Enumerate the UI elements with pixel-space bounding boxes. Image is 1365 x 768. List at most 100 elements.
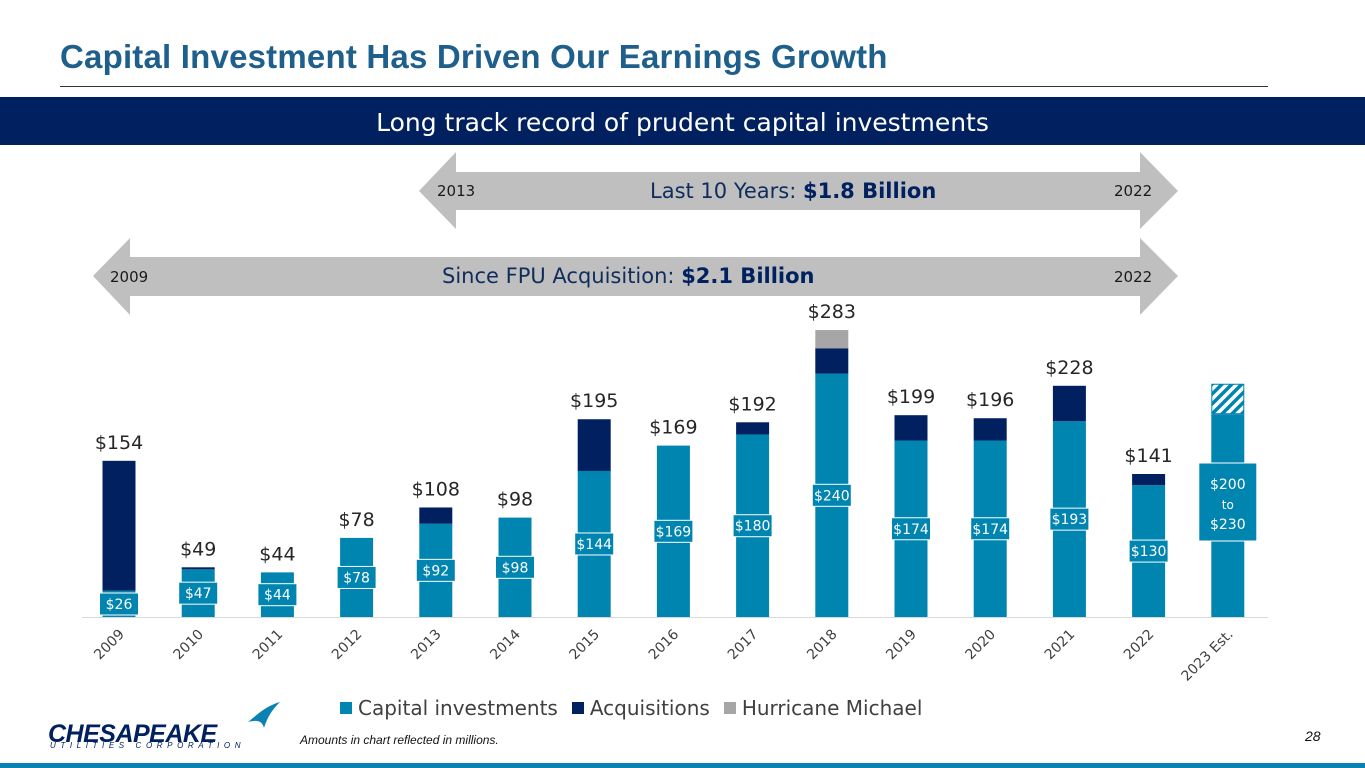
total-label-2011: $44 <box>259 543 295 565</box>
inner-label-2009: $26 <box>106 597 133 613</box>
legend-label-capital: Capital investments <box>358 696 558 720</box>
bar-acquisitions-2020 <box>973 418 1007 441</box>
footnote: Amounts in chart reflected in millions. <box>300 733 499 747</box>
banner-text: Long track record of prudent capital inv… <box>376 108 989 137</box>
total-label-2014: $98 <box>497 489 533 511</box>
inner-label-2015: $144 <box>576 537 612 553</box>
arrow-last-10-years <box>419 152 1178 229</box>
inner-label-2011: $44 <box>264 588 291 604</box>
x-tick-label-2009: 2009 <box>91 627 128 664</box>
x-tick-label-2019: 2019 <box>883 627 920 664</box>
total-label-2019: $199 <box>887 386 935 408</box>
logo-subtitle: UTILITIES CORPORATION <box>50 741 246 750</box>
company-logo: CHESAPEAKE UTILITIES CORPORATION <box>48 700 288 750</box>
estimate-label-line-1: to <box>1222 498 1234 512</box>
legend-swatch-capital <box>340 702 352 714</box>
legend-item-acquisitions: Acquisitions <box>571 696 710 720</box>
total-label-2015: $195 <box>570 390 618 412</box>
inner-label-2014: $98 <box>502 560 529 576</box>
estimate-label-line-2: $230 <box>1210 517 1246 533</box>
inner-label-box-2017 <box>732 514 773 538</box>
title-divider <box>60 86 1268 87</box>
bar-hurricane-michael-2018 <box>815 330 849 349</box>
bar-acquisitions-2013 <box>419 507 453 524</box>
legend-swatch-acquisitions <box>571 702 584 714</box>
total-label-2020: $196 <box>966 389 1014 411</box>
page-number: 28 <box>1305 728 1321 744</box>
inner-label-2012: $78 <box>343 570 370 586</box>
estimate-label-line-0: $200 <box>1210 477 1246 493</box>
inner-label-2021: $193 <box>1052 512 1088 528</box>
logo-wordmark: CHESAPEAKE <box>48 720 217 748</box>
bar-acquisitions-2018 <box>815 348 849 374</box>
total-label-2022: $141 <box>1124 445 1172 467</box>
inner-label-box-2016 <box>653 519 694 543</box>
legend-item-hurricane: Hurricane Michael <box>723 696 923 720</box>
arrow2-value: $2.1 Billion <box>681 264 815 288</box>
inner-label-box-2011 <box>257 583 298 607</box>
bar-acquisitions-2021 <box>1052 385 1086 422</box>
x-tick-label-2014: 2014 <box>487 626 524 663</box>
inner-label-box-2018 <box>811 483 852 507</box>
inner-label-box-2020 <box>970 517 1011 541</box>
arrow1-label-text: Last 10 Years: <box>650 179 803 203</box>
legend-item-capital: Capital investments <box>340 696 558 720</box>
arrow1-end-year: 2022 <box>1114 182 1153 200</box>
arrow1-value: $1.8 Billion <box>802 179 937 203</box>
inner-label-2022: $130 <box>1131 544 1167 560</box>
legend-label-hurricane: Hurricane Michael <box>741 696 923 720</box>
legend-label-acquisitions: Acquisitions <box>589 696 710 720</box>
inner-label-box-2010 <box>178 581 219 605</box>
total-label-2018: $283 <box>808 301 856 323</box>
x-tick-label-2012: 2012 <box>329 627 366 664</box>
x-tick-label-2023Est: 2023 Est. <box>1179 627 1237 685</box>
inner-label-box-2022 <box>1128 539 1169 563</box>
banner <box>0 97 1365 145</box>
total-label-2009: $154 <box>95 432 143 454</box>
chart-legend: Capital investments Acquisitions Hurrica… <box>340 696 922 720</box>
estimate-label-box <box>1198 462 1258 542</box>
inner-label-2018: $240 <box>814 488 850 504</box>
arrow1-start-year: 2013 <box>437 182 476 200</box>
bottom-accent-bar <box>0 763 1365 768</box>
inner-label-box-2014 <box>495 555 535 579</box>
bar-acquisitions-2010 <box>181 567 215 570</box>
bar-estimate-range-2023 <box>1211 383 1245 415</box>
x-tick-label-2016: 2016 <box>646 626 683 663</box>
x-tick-label-2010: 2010 <box>171 627 208 664</box>
arrow1-label: Last 10 Years: $1.8 Billion <box>650 179 936 203</box>
total-label-2010: $49 <box>180 538 216 560</box>
inner-label-box-2013 <box>415 558 456 582</box>
x-tick-label-2020: 2020 <box>963 627 1000 664</box>
inner-label-box-2021 <box>1049 507 1090 531</box>
total-label-2012: $78 <box>338 509 374 531</box>
x-tick-label-2013: 2013 <box>408 627 445 664</box>
x-tick-label-2017: 2017 <box>725 627 762 664</box>
page-title: Capital Investment Has Driven Our Earnin… <box>60 38 888 75</box>
x-tick-label-2011: 2011 <box>250 627 287 664</box>
x-tick-label-2015: 2015 <box>567 627 604 664</box>
legend-swatch-hurricane <box>723 702 736 714</box>
bar-acquisitions-2015 <box>577 419 611 471</box>
inner-label-2019: $174 <box>893 522 929 538</box>
total-label-2016: $169 <box>649 417 697 439</box>
x-tick-label-2022: 2022 <box>1121 627 1158 664</box>
total-label-2013: $108 <box>412 478 460 500</box>
inner-label-2013: $92 <box>422 563 449 579</box>
arrow2-label: Since FPU Acquisition: $2.1 Billion <box>442 264 815 288</box>
inner-label-box-2015 <box>574 532 615 556</box>
timeline-arrows <box>93 152 1178 315</box>
arrow2-end-year: 2022 <box>1114 268 1153 286</box>
inner-label-2017: $180 <box>735 519 771 535</box>
inner-label-box-2012 <box>336 565 377 589</box>
logo-bird-icon <box>248 702 280 728</box>
capital-investment-chart: $154 $26 2009 $49 $47 2010 $44 $44 2011 $78 $78 201… <box>82 301 1268 685</box>
arrow2-start-year: 2009 <box>110 268 149 286</box>
arrow2-label-text: Since FPU Acquisition: <box>442 264 682 288</box>
inner-label-2020: $174 <box>972 522 1008 538</box>
bar-acquisitions-2009 <box>102 460 136 591</box>
bar-acquisitions-2019 <box>894 415 928 441</box>
inner-label-box-2009 <box>99 592 139 616</box>
total-label-2017: $192 <box>728 393 776 415</box>
inner-label-2016: $169 <box>656 524 692 540</box>
